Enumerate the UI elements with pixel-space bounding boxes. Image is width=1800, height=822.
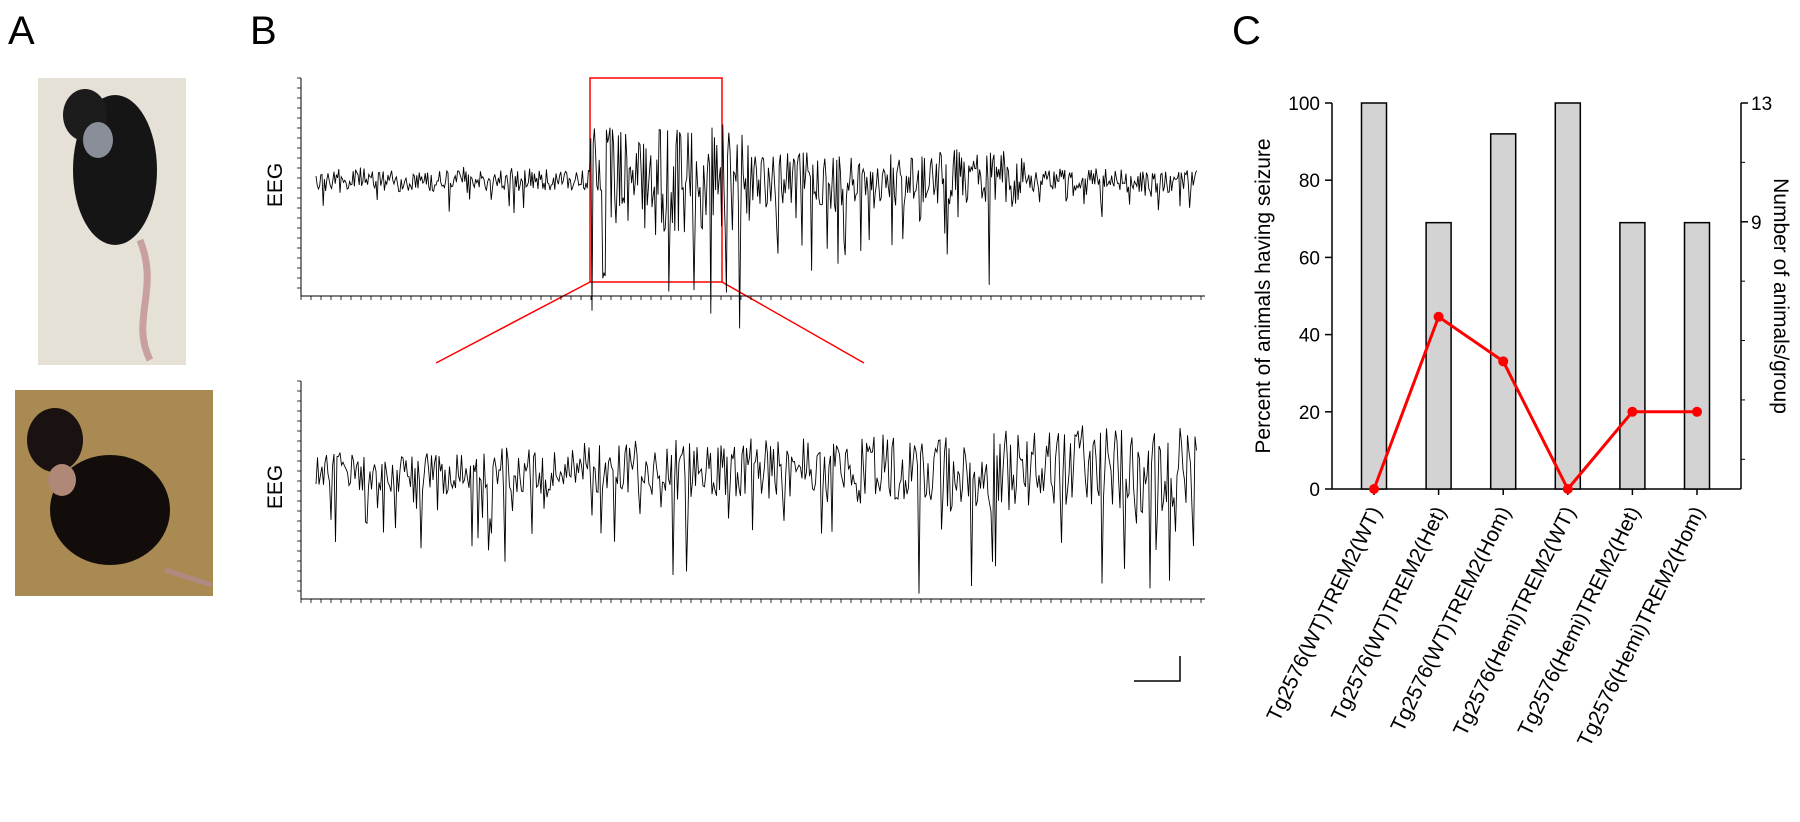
x-tick-label: Tg2576(Hemi)TREM2(Het) (1514, 503, 1645, 740)
line-point (1562, 484, 1573, 494)
x-tick-label: Tg2576(WT)TREM2(Hom) (1387, 503, 1516, 735)
x-tick-label: Tg2576(WT)TREM2(WT) (1263, 503, 1387, 725)
bar (1683, 221, 1711, 490)
line-point (1369, 484, 1379, 494)
chart: Percent of animals having seizure Number… (1252, 94, 1792, 750)
line-point (1627, 406, 1638, 417)
line-point (1433, 311, 1444, 322)
bar (1425, 221, 1452, 490)
mouse-photo (15, 390, 213, 596)
eeg-label: EEG (264, 163, 287, 207)
zoom-line (435, 281, 591, 364)
y2-axis-label: Number of animals/group (1769, 178, 1792, 414)
y-tick-label: 0 (1309, 480, 1320, 501)
mouse-photo (38, 78, 186, 365)
panel-label: C (1232, 9, 1261, 53)
eeg-label: EEG (264, 465, 287, 509)
y-tick-label: 60 (1299, 248, 1320, 269)
line-point (1498, 356, 1509, 367)
y-tick-label: 100 (1288, 94, 1320, 115)
y2-tick-label: 9 (1751, 213, 1762, 234)
scale-bar (1134, 656, 1181, 682)
panel-label: A (8, 9, 35, 53)
eeg-trace (315, 124, 1198, 329)
y2-tick-label: 13 (1751, 94, 1772, 115)
zoom-box (589, 77, 723, 283)
bar (1619, 221, 1646, 490)
zoom-line (721, 281, 865, 364)
x-tick-label: Tg2576(Hemi)TREM2(WT) (1449, 503, 1580, 740)
y-tick-label: 20 (1299, 403, 1320, 424)
eeg-trace (315, 425, 1197, 594)
bar (1489, 133, 1517, 490)
x-tick-label: Tg2576(WT)TREM2(Het) (1327, 503, 1451, 725)
line (1372, 314, 1697, 492)
line-point (1692, 406, 1702, 417)
eeg-traces (297, 77, 1205, 603)
y-tick-label: 40 (1299, 326, 1320, 347)
y-tick-label: 80 (1299, 171, 1320, 192)
bar (1554, 102, 1582, 490)
y-axis-label: Percent of animals having seizure (1252, 138, 1275, 453)
bar (1360, 102, 1388, 490)
panel-label: B (250, 9, 277, 53)
x-tick-label: Tg2576(Hemi)TREM2(Hom) (1573, 503, 1709, 750)
